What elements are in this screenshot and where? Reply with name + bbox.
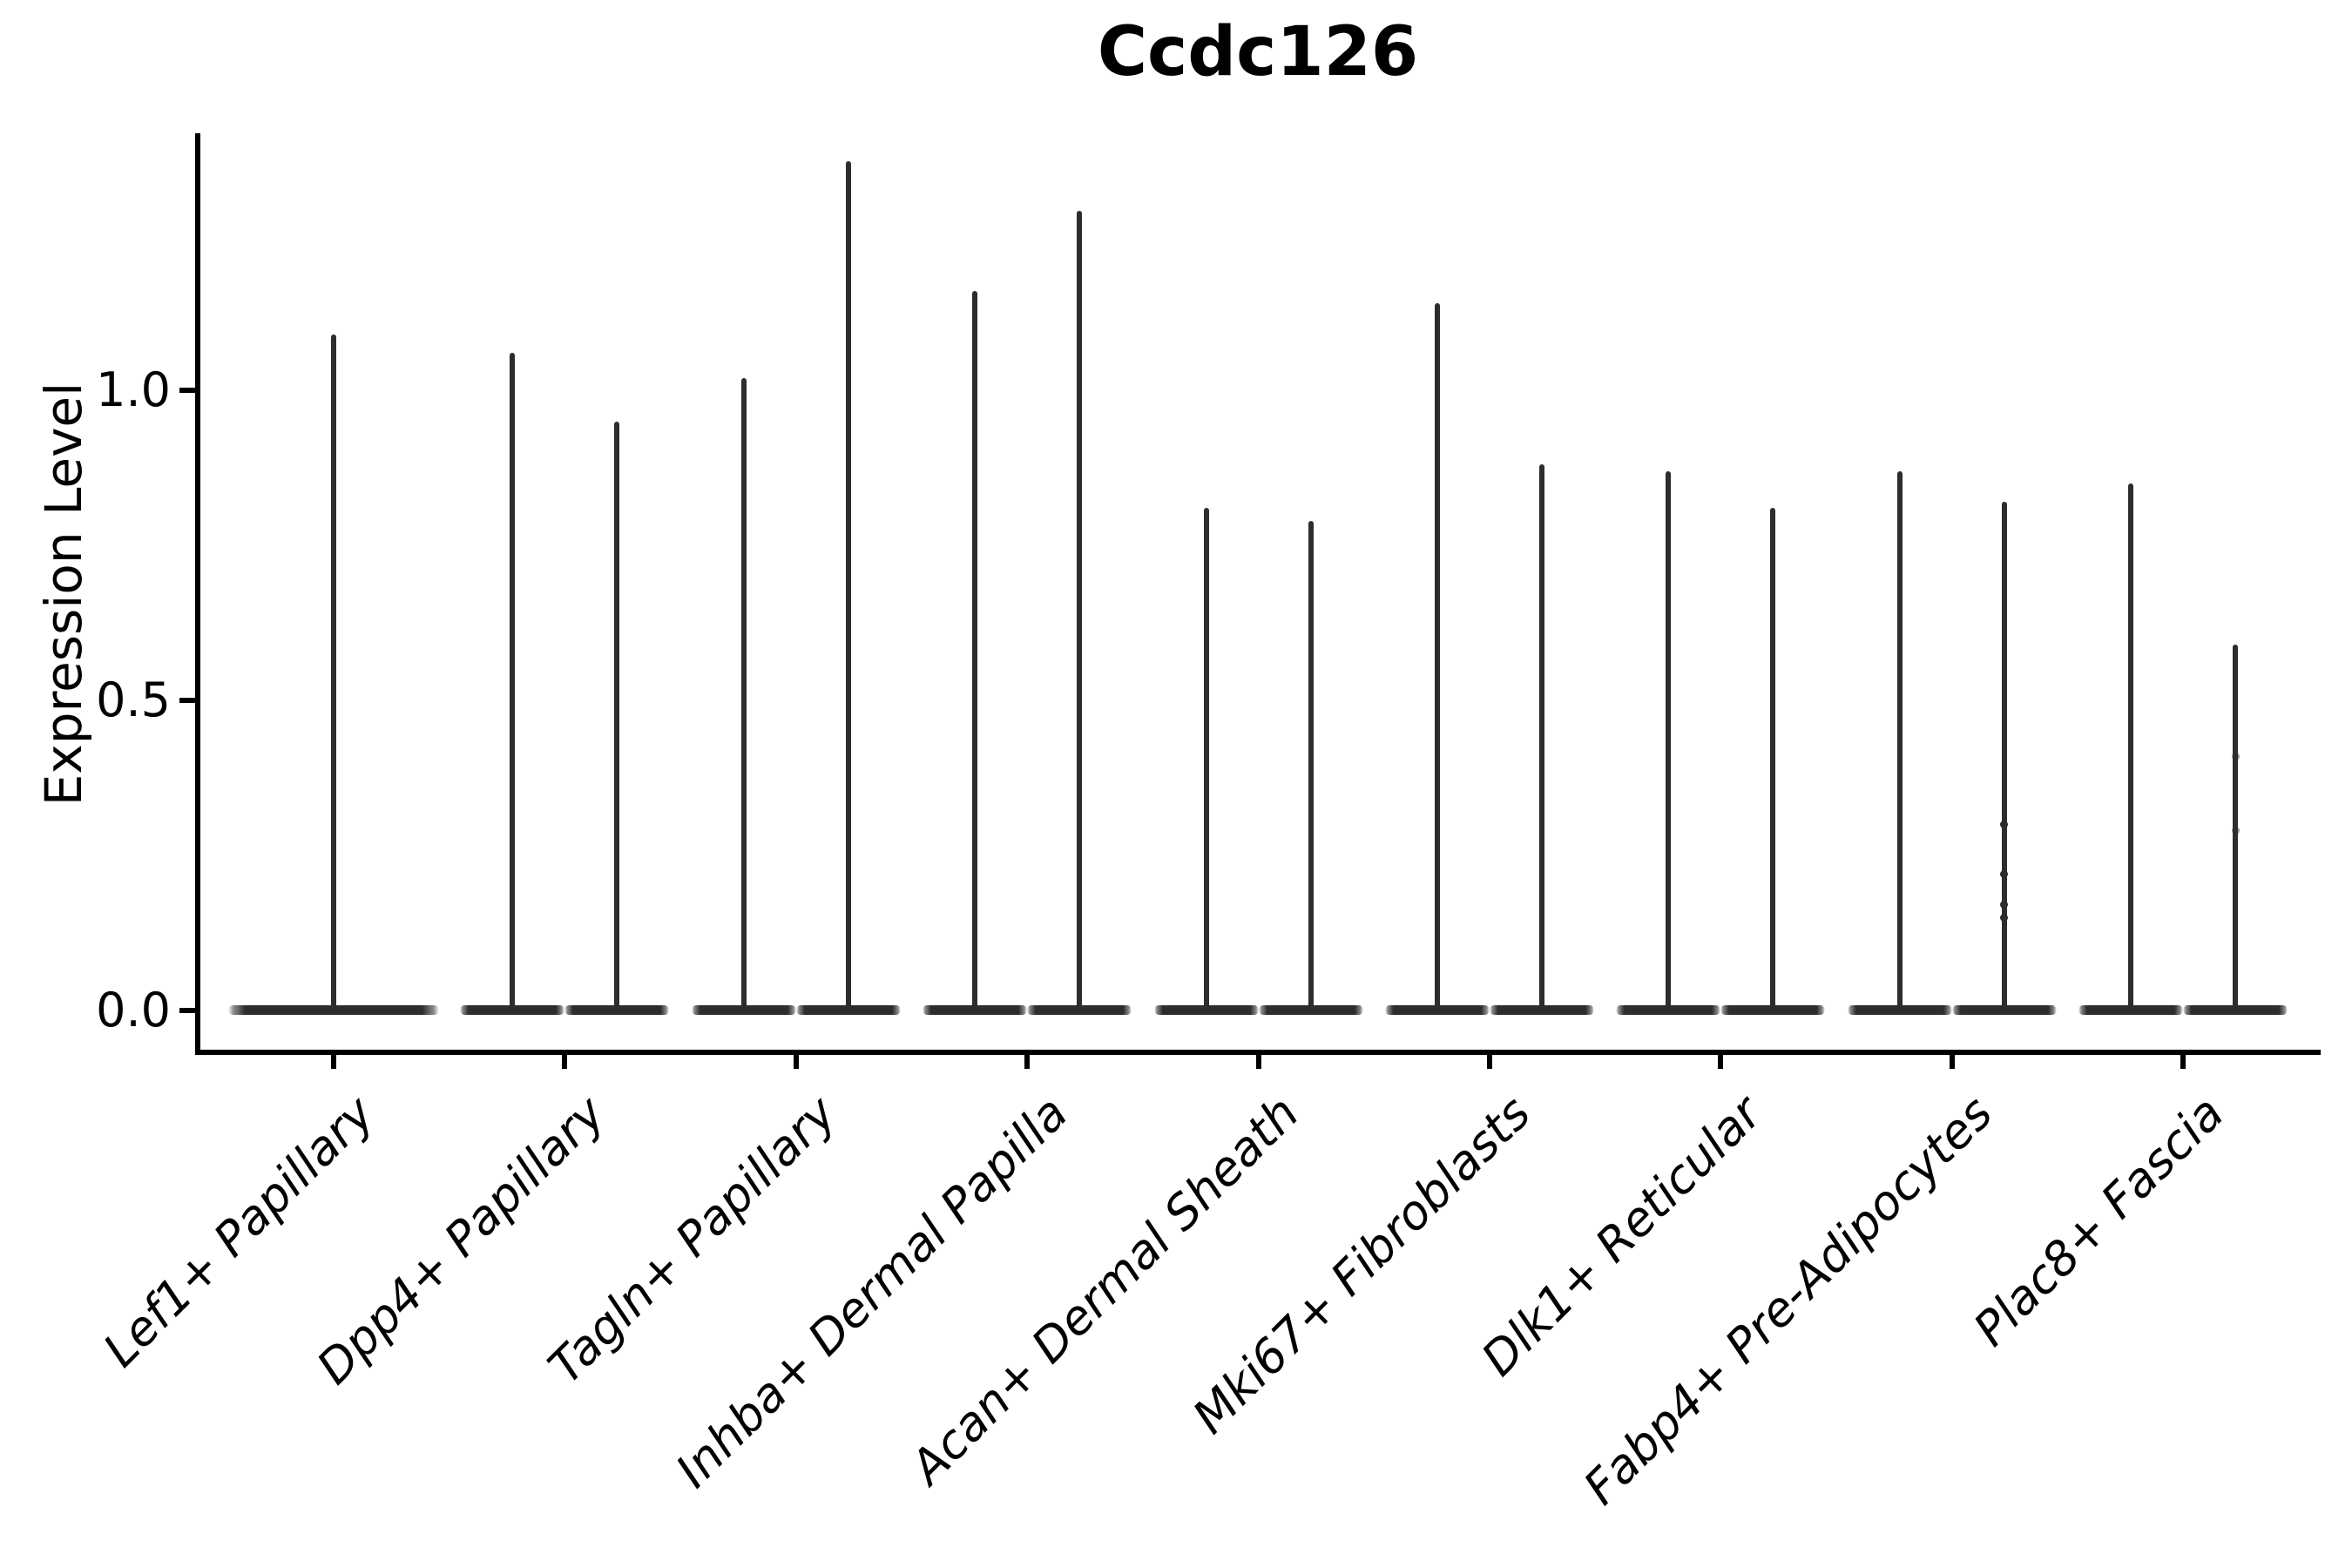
chart-title: Ccdc126 <box>1097 13 1419 91</box>
violin-spike <box>740 377 747 1012</box>
x-tick <box>2180 1052 2186 1069</box>
jitter-point <box>2231 827 2240 835</box>
x-tick <box>1718 1052 1724 1069</box>
y-tick-label: 1.0 <box>96 362 171 417</box>
y-tick-1.0 <box>179 388 195 393</box>
jitter-point <box>2000 901 2009 909</box>
violin-spike <box>2128 483 2134 1012</box>
x-tick <box>1255 1052 1261 1069</box>
x-tick-label-fabp4: Fabp4+ Pre-Adipocytes <box>1573 1085 2004 1516</box>
violin-spike <box>972 291 978 1012</box>
violin-spike <box>1435 303 1440 1012</box>
x-tick <box>793 1052 799 1069</box>
violin-spike <box>1770 508 1776 1012</box>
violin-spike <box>1077 210 1083 1012</box>
x-tick <box>1024 1052 1031 1069</box>
violin-spike <box>1539 464 1544 1012</box>
jitter-point <box>2000 820 2009 828</box>
x-tick <box>1949 1052 1955 1069</box>
violin-spike <box>1308 520 1314 1012</box>
y-axis-spine <box>195 133 200 1055</box>
violin-spike <box>1666 470 1672 1012</box>
violin-spike <box>1203 508 1209 1012</box>
y-axis-label: Expression Level <box>34 382 93 807</box>
violin-spike <box>1896 470 1903 1012</box>
violin-spike <box>845 160 851 1012</box>
violin-spike <box>614 421 620 1012</box>
jitter-point <box>2000 913 2009 922</box>
x-tick <box>562 1052 568 1069</box>
x-tick <box>1487 1052 1492 1069</box>
violin-spike <box>331 334 336 1012</box>
y-tick-0.5 <box>179 698 195 703</box>
x-tick-label-inhba: Inhba+ Dermal Papilla <box>665 1085 1078 1498</box>
x-tick <box>331 1052 336 1069</box>
violin-spike <box>510 353 516 1012</box>
x-tick-label-acan: Acan+ Dermal Sheath <box>900 1085 1310 1495</box>
x-tick-label-plac8: Plac8+ Fascia <box>1963 1085 2234 1357</box>
violin-spike <box>2001 502 2007 1012</box>
jitter-point <box>2231 752 2240 760</box>
y-tick-0.0 <box>179 1008 195 1013</box>
jitter-point <box>2000 869 2009 878</box>
y-tick-label: 0.5 <box>96 672 171 727</box>
y-tick-label: 0.0 <box>96 983 171 1037</box>
